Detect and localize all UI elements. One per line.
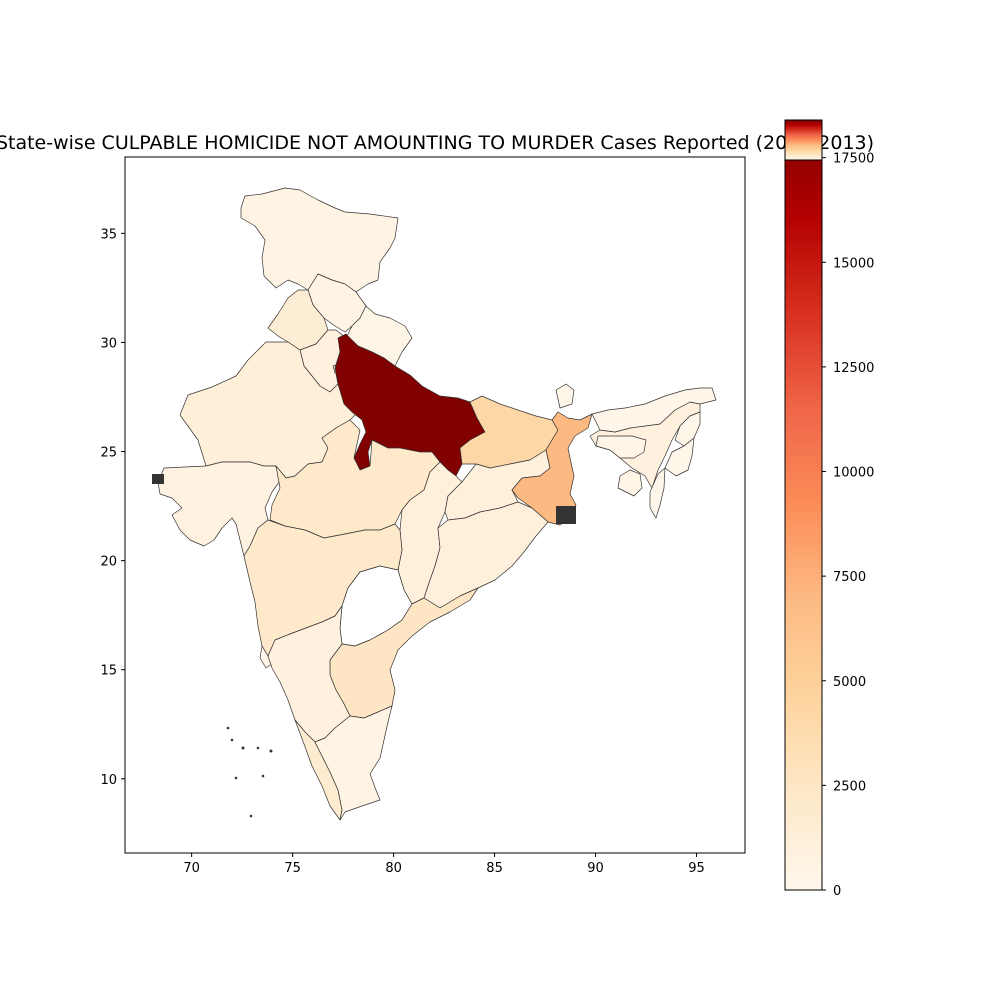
x-tick-label: 75 — [284, 861, 301, 876]
island-lakshadweep-1 — [226, 726, 230, 730]
island-clusters — [152, 474, 576, 818]
state-gujarat[interactable] — [157, 461, 283, 557]
state-sikkim[interactable] — [555, 383, 575, 409]
colorbar-tick-label: 17500 — [833, 152, 874, 167]
colorbar-tick-label: 7500 — [833, 570, 866, 585]
x-tick-label: 90 — [587, 861, 604, 876]
y-axis: 10 15 20 25 30 35 — [100, 227, 125, 788]
colorbar-tick-label: 0 — [833, 884, 841, 899]
state-arunachal-pradesh[interactable] — [591, 387, 717, 433]
map-axes: 70 75 80 85 90 95 10 15 20 25 30 35 — [100, 156, 746, 876]
x-tick-label: 80 — [385, 861, 402, 876]
states-layer — [152, 187, 717, 821]
chart-title: State-wise CULPABLE HOMICIDE NOT AMOUNTI… — [0, 132, 874, 154]
y-tick-label: 25 — [100, 446, 117, 461]
colorbar: 0 2500 5000 7500 10000 12500 15000 17500 — [784, 119, 874, 899]
x-tick-label: 70 — [183, 861, 200, 876]
x-tick-label: 95 — [688, 861, 705, 876]
island-kutch-coast — [152, 474, 164, 484]
state-tamil-nadu[interactable] — [314, 705, 393, 821]
colorbar-ticks: 0 2500 5000 7500 10000 12500 15000 17500 — [822, 152, 874, 899]
island-lakshadweep-7 — [261, 774, 265, 778]
colorbar-tick-label: 10000 — [833, 466, 874, 481]
state-goa[interactable] — [259, 645, 273, 669]
island-lakshadweep-3 — [241, 746, 245, 750]
island-sundarbans — [556, 506, 576, 524]
y-tick-label: 10 — [100, 773, 117, 788]
y-tick-label: 20 — [100, 555, 117, 570]
state-nagaland[interactable] — [674, 411, 701, 447]
state-karnataka[interactable] — [267, 605, 351, 743]
colorbar-tick-label: 15000 — [833, 256, 874, 271]
island-lakshadweep-8 — [249, 814, 253, 818]
colorbar-tick-label: 5000 — [833, 675, 866, 690]
state-manipur[interactable] — [664, 437, 695, 477]
colorbar-gradient — [784, 119, 823, 891]
state-odisha[interactable] — [423, 501, 549, 609]
state-mizoram[interactable] — [649, 467, 666, 519]
y-tick-label: 35 — [100, 227, 117, 242]
y-tick-label: 15 — [100, 664, 117, 679]
island-lakshadweep-4 — [256, 746, 260, 750]
colorbar-tick-label: 12500 — [833, 361, 874, 376]
island-lakshadweep-6 — [234, 776, 238, 780]
y-tick-label: 30 — [100, 336, 117, 351]
colorbar-tick-label: 2500 — [833, 779, 866, 794]
state-meghalaya[interactable] — [595, 435, 647, 459]
x-axis: 70 75 80 85 90 95 — [183, 853, 705, 876]
island-lakshadweep-2 — [230, 738, 234, 742]
state-tripura[interactable] — [617, 469, 643, 497]
state-jammu-kashmir[interactable] — [240, 187, 399, 293]
colorbar-overlay — [784, 119, 823, 161]
x-tick-label: 85 — [486, 861, 503, 876]
island-lakshadweep-5 — [269, 749, 273, 753]
